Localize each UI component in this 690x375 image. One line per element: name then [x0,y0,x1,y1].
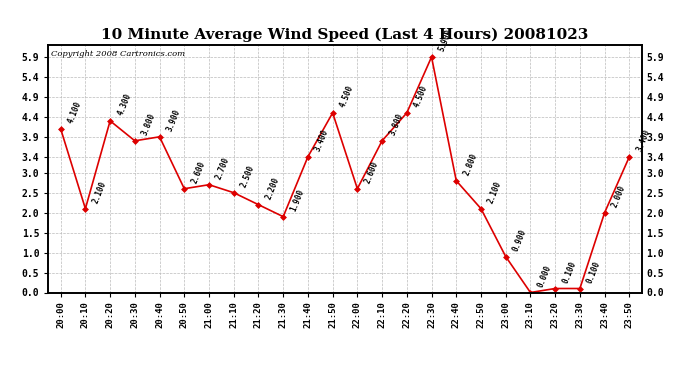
Text: 0.100: 0.100 [561,260,578,284]
Text: 5.900: 5.900 [437,28,454,53]
Text: 1.900: 1.900 [288,188,306,213]
Text: 3.400: 3.400 [635,128,652,153]
Text: 0.000: 0.000 [536,264,553,288]
Text: 3.900: 3.900 [165,108,182,133]
Text: 3.800: 3.800 [388,112,404,136]
Text: 2.600: 2.600 [363,160,380,184]
Text: Copyright 2008 Cartronics.com: Copyright 2008 Cartronics.com [51,50,186,58]
Text: 2.500: 2.500 [239,164,256,189]
Text: 2.000: 2.000 [610,184,627,209]
Text: 4.100: 4.100 [66,100,83,124]
Text: 0.100: 0.100 [585,260,602,284]
Text: 3.400: 3.400 [313,128,331,153]
Text: 2.100: 2.100 [486,180,504,204]
Text: 2.100: 2.100 [91,180,108,204]
Text: 0.900: 0.900 [511,228,529,252]
Text: 2.200: 2.200 [264,176,281,201]
Text: 2.600: 2.600 [190,160,207,184]
Text: 2.800: 2.800 [462,152,479,177]
Text: 3.800: 3.800 [140,112,157,136]
Title: 10 Minute Average Wind Speed (Last 4 Hours) 20081023: 10 Minute Average Wind Speed (Last 4 Hou… [101,28,589,42]
Text: 4.300: 4.300 [116,92,132,117]
Text: 4.500: 4.500 [413,84,429,109]
Text: 4.500: 4.500 [338,84,355,109]
Text: 2.700: 2.700 [215,156,232,180]
